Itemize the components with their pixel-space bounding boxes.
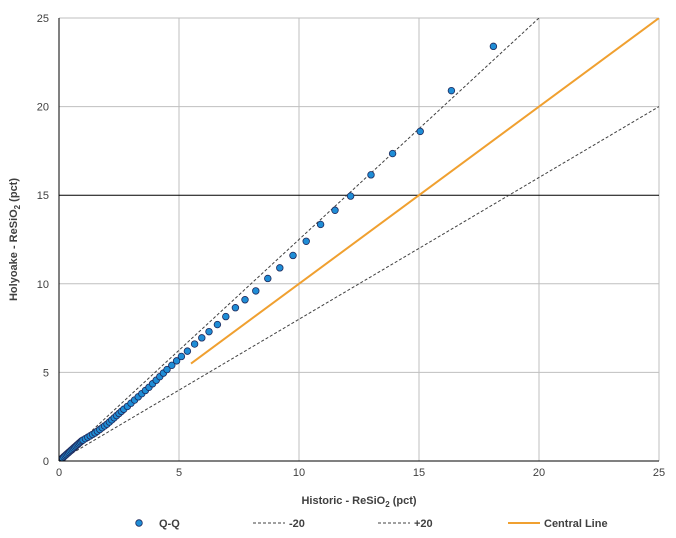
data-point [172, 357, 181, 365]
series-layer [59, 18, 659, 461]
data-point [331, 206, 339, 214]
legend-label: Q-Q [159, 518, 180, 530]
y-tick-label: 5 [43, 367, 49, 379]
data-point [183, 347, 192, 355]
legend-marker-qq [135, 519, 143, 527]
data-point [416, 127, 424, 136]
data-point [222, 312, 230, 321]
series-line--20 [59, 18, 540, 461]
series-line--20 [59, 106, 659, 461]
data-point [163, 365, 171, 374]
series-line-central-line [190, 18, 659, 365]
legend-label: Central Line [544, 518, 608, 530]
data-point [302, 237, 310, 245]
y-tick-label: 20 [37, 102, 49, 114]
x-tick-label: 0 [56, 467, 62, 479]
data-point [447, 86, 456, 95]
data-point [213, 320, 222, 329]
x-tick-label: 10 [293, 467, 305, 479]
legend-label: +20 [414, 518, 433, 530]
x-tick-label: 20 [533, 467, 545, 479]
data-point [289, 251, 297, 260]
data-point [316, 220, 325, 229]
y-tick-label: 25 [37, 13, 49, 25]
data-point [489, 42, 498, 51]
data-point [367, 171, 375, 179]
data-point [190, 340, 199, 348]
data-point [388, 149, 397, 158]
data-point [177, 352, 186, 361]
legend-label: -20 [289, 518, 305, 530]
data-point [276, 264, 284, 272]
x-tick-label: 25 [653, 467, 665, 479]
y-tick-label: 0 [43, 456, 49, 468]
y-tick-label: 15 [37, 190, 49, 202]
x-tick-label: 15 [413, 467, 425, 479]
data-point [252, 287, 260, 295]
axis-layer: 0 5 10 15 20 25 0 5 10 15 20 25 Historic - ReSiO2 (p… [8, 13, 665, 509]
data-point [264, 274, 272, 283]
y-axis-title: Holyoake - ReSiO2 (pct) [8, 178, 22, 301]
legend-layer: Q-Q -20 +20 Central Line [135, 518, 608, 530]
data-point [346, 192, 355, 200]
y-tick-label: 10 [37, 279, 49, 291]
x-tick-label: 5 [176, 467, 182, 479]
data-point [241, 296, 249, 304]
data-point [231, 304, 240, 312]
x-axis-title: Historic - ReSiO2 (pct) [301, 495, 416, 509]
data-point [168, 361, 176, 370]
data-point [205, 327, 213, 336]
data-point [198, 334, 206, 342]
